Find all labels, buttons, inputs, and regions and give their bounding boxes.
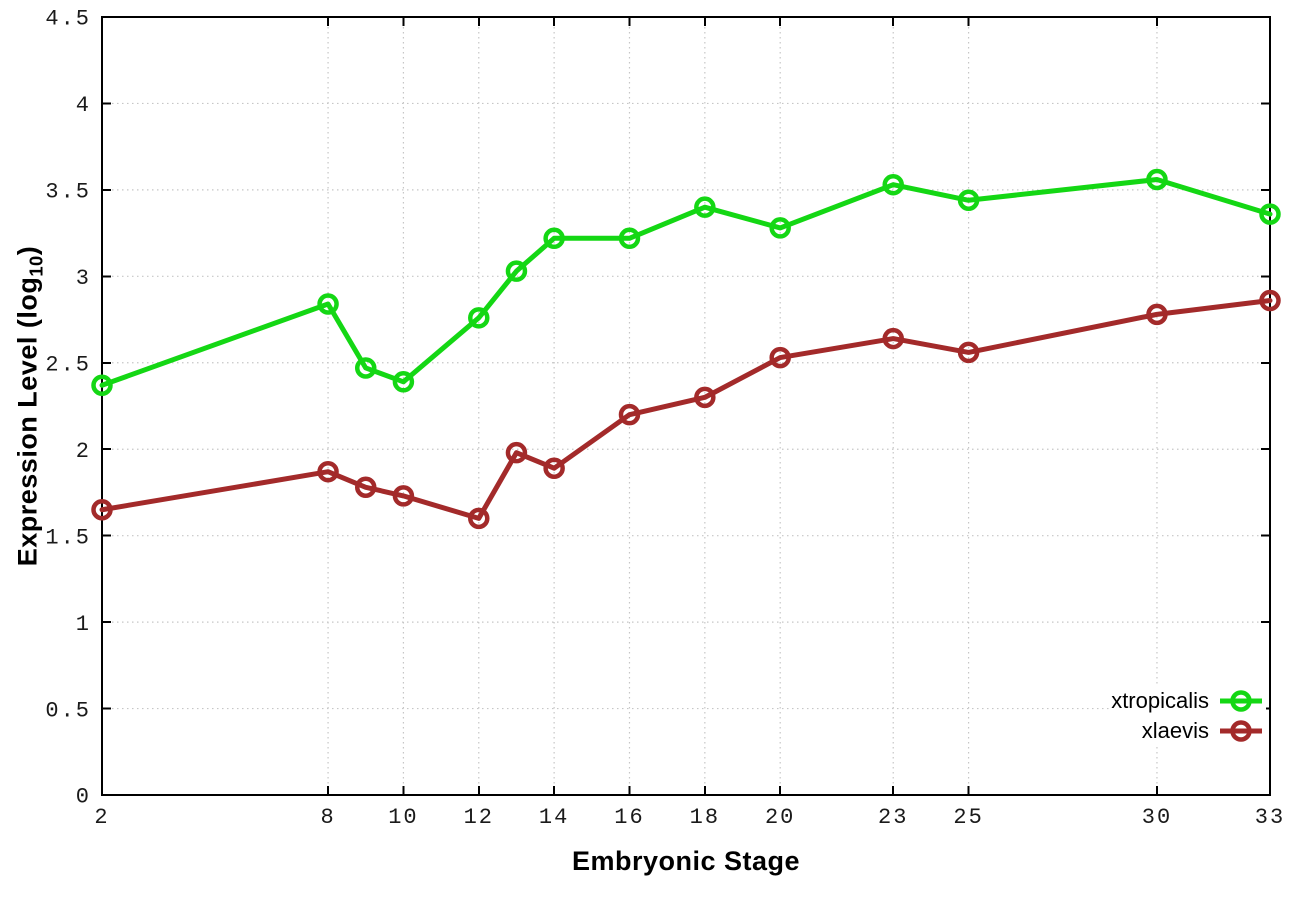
- data-point-xtropicalis: [392, 371, 415, 393]
- data-point-xtropicalis: [354, 357, 377, 379]
- legend-label: xtropicalis: [1111, 688, 1209, 713]
- grid: [102, 17, 1270, 795]
- data-point-xlaevis: [769, 346, 791, 369]
- legend-item-xtropicalis: xtropicalis: [1111, 686, 1264, 716]
- data-point-xtropicalis: [618, 227, 641, 250]
- series-0-marker-sample-icon: [1220, 690, 1262, 712]
- y-tick-label: 4: [76, 93, 91, 118]
- data-point-xlaevis: [1259, 289, 1281, 312]
- data-point-xlaevis: [505, 441, 528, 464]
- y-tick-label: 0.5: [45, 698, 91, 723]
- x-tick-label: 23: [878, 805, 908, 830]
- x-tick-labels: 2 8 10 12 14 16 18 20 23 25 30 33: [94, 805, 1285, 830]
- x-tick-label: 12: [464, 805, 494, 830]
- data-point-xtropicalis: [1259, 203, 1281, 225]
- x-tick-label: 18: [690, 805, 720, 830]
- legend-label: xlaevis: [1141, 718, 1209, 743]
- y-tick-label: 2.5: [45, 352, 91, 377]
- plot-frame: [101, 16, 1271, 796]
- x-tick-label: 30: [1142, 805, 1172, 830]
- data-point-xtropicalis: [505, 260, 528, 282]
- data-point-xtropicalis: [957, 189, 980, 212]
- data-point-xlaevis: [468, 507, 490, 530]
- data-point-xtropicalis: [317, 293, 339, 315]
- data-point-xlaevis: [392, 485, 415, 507]
- x-tick-label: 33: [1255, 805, 1285, 830]
- data-point-xlaevis: [317, 460, 339, 483]
- y-axis-title: Expression Level (log10): [12, 246, 47, 567]
- y-tick-label: 3.5: [45, 180, 91, 205]
- y-axis-title-text: Expression Level (log: [12, 276, 43, 567]
- x-tick-label: 14: [539, 805, 569, 830]
- data-point-xtropicalis: [882, 173, 904, 196]
- y-tick-label: 1.5: [45, 525, 91, 550]
- x-tick-label: 20: [765, 805, 795, 830]
- data-point-xlaevis: [694, 386, 716, 409]
- data-point-xtropicalis: [769, 217, 791, 239]
- x-tick-label: 2: [94, 805, 109, 830]
- y-axis-title-close: ): [12, 245, 43, 256]
- legend-sample-point: [1230, 720, 1252, 742]
- data-point-xlaevis: [957, 341, 980, 364]
- x-tick-label: 8: [320, 805, 335, 830]
- x-tick-label: 10: [388, 805, 418, 830]
- axis-ticks: [101, 16, 1271, 796]
- y-tick-label: 1: [76, 612, 91, 637]
- x-axis-title: Embryonic Stage: [571, 846, 801, 876]
- legend-item-xlaevis: xlaevis: [1111, 716, 1264, 746]
- data-point-xtropicalis: [543, 227, 565, 250]
- data-point-xlaevis: [543, 457, 565, 479]
- legend: xtropicalis xlaevis: [1109, 686, 1266, 746]
- data-point-xtropicalis: [1146, 168, 1168, 191]
- data-point-xlaevis: [354, 476, 377, 499]
- data-point-xtropicalis: [694, 196, 716, 218]
- y-tick-label: 2: [76, 439, 91, 464]
- data-point-xtropicalis: [468, 307, 490, 329]
- series-line-xtropicalis: [99, 177, 1273, 388]
- y-axis-title-subscript: 10: [25, 255, 47, 277]
- data-point-xlaevis: [1146, 303, 1168, 326]
- x-tick-label: 25: [953, 805, 983, 830]
- data-point-xlaevis: [882, 327, 904, 350]
- data-point-xlaevis: [618, 403, 641, 426]
- data-point-xtropicalis: [91, 374, 113, 397]
- x-tick-label: 16: [614, 805, 644, 830]
- y-tick-label: 0: [76, 785, 91, 810]
- series-xtropicalis: [91, 168, 1281, 397]
- legend-sample-point: [1230, 690, 1252, 712]
- y-tick-label: 4.5: [45, 7, 91, 32]
- series-line-xlaevis: [99, 298, 1273, 521]
- y-tick-labels: 0 0.5 1 1.5 2 2.5 3 3.5 4 4.5: [45, 7, 91, 810]
- data-point-xlaevis: [91, 498, 113, 521]
- series-1-marker-sample-icon: [1220, 720, 1262, 742]
- series-xlaevis: [91, 289, 1281, 530]
- y-tick-label: 3: [76, 266, 91, 291]
